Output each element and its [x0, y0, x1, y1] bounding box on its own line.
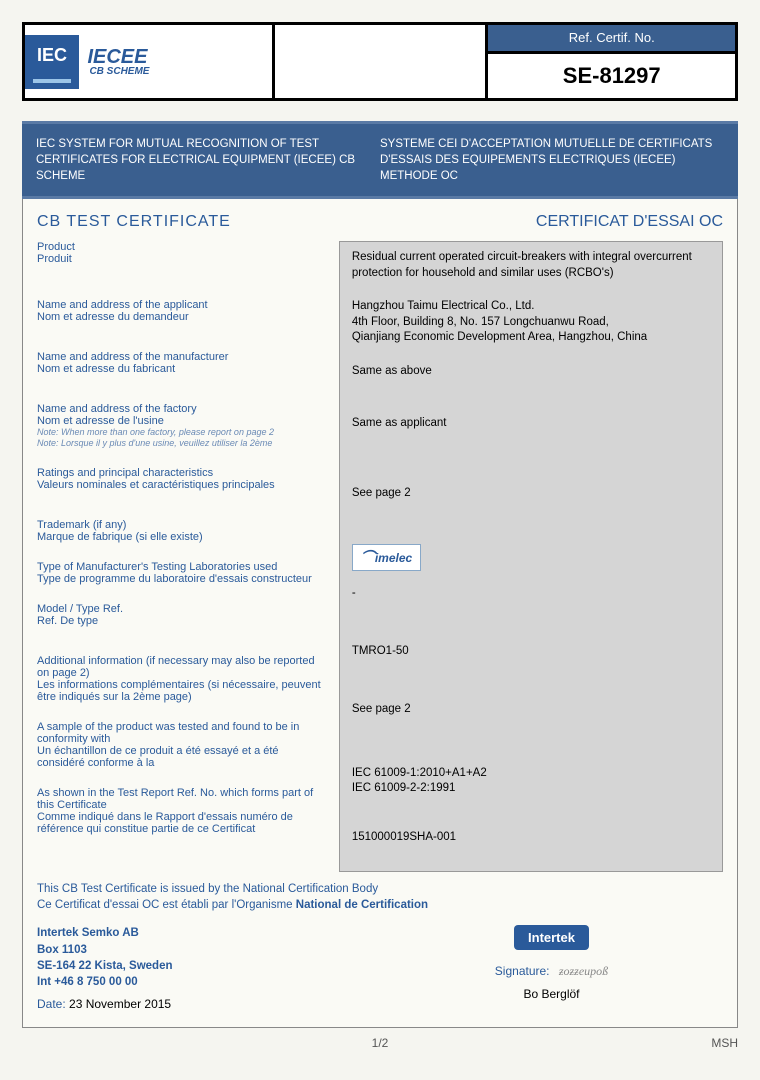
label-lab-fr: Type de programme du laboratoire d'essai…	[37, 573, 329, 585]
label-trademark: Trademark (if any) Marque de fabrique (s…	[37, 519, 329, 543]
value-trademark: ⌒imelec	[352, 544, 710, 568]
banner-right: SYSTEME CEI D'ACCEPTATION MUTUELLE DE CE…	[380, 136, 724, 184]
title-left: CB TEST CERTIFICATE	[37, 213, 380, 231]
label-product: Product Produit	[37, 241, 329, 265]
label-lab: Type of Manufacturer's Testing Laborator…	[37, 561, 329, 585]
value-report: 151000019SHA-001	[352, 830, 710, 846]
label-conformity-fr: Un échantillon de ce produit a été essay…	[37, 745, 329, 769]
footer-row: Intertek Semko AB Box 1103 SE-164 22 Kis…	[23, 917, 737, 1026]
intertek-badge: Intertek	[514, 925, 589, 950]
issued-fr-bold: National de Certification	[296, 899, 428, 911]
iecee-text: IECEE	[87, 46, 147, 68]
header-table: IEC IECEE CB SCHEME Ref. Certif. No. SE-…	[22, 22, 738, 101]
value-manufacturer: Same as above	[352, 364, 710, 398]
signature-line: Signature: ƶoƶƶeupoß	[380, 964, 723, 979]
empty-header-cell	[273, 24, 487, 100]
label-applicant-fr: Nom et adresse du demandeur	[37, 311, 329, 323]
label-model-fr: Ref. De type	[37, 615, 329, 627]
value-ratings: See page 2	[352, 486, 710, 526]
system-banner: IEC SYSTEM FOR MUTUAL RECOGNITION OF TES…	[22, 121, 738, 199]
issued-fr: Ce Certificat d'essai OC est établi par …	[37, 898, 723, 914]
main-frame: CB TEST CERTIFICATE CERTIFICAT D'ESSAI O…	[22, 199, 738, 1027]
label-conformity-en: A sample of the product was tested and f…	[37, 721, 329, 745]
timelec-logo: ⌒imelec	[352, 544, 421, 571]
iecee-sub: CB SCHEME	[89, 67, 149, 77]
iecee-logo: IECEE CB SCHEME	[87, 47, 149, 77]
title-row: CB TEST CERTIFICATE CERTIFICAT D'ESSAI O…	[23, 199, 737, 241]
label-conformity: A sample of the product was tested and f…	[37, 721, 329, 769]
label-model-en: Model / Type Ref.	[37, 603, 329, 615]
label-factory-en: Name and address of the factory	[37, 403, 329, 415]
label-trademark-en: Trademark (if any)	[37, 519, 329, 531]
conformity-line2: IEC 61009-2-2:1991	[352, 781, 710, 797]
banner-left: IEC SYSTEM FOR MUTUAL RECOGNITION OF TES…	[36, 136, 380, 184]
date-value: 23 November 2015	[69, 997, 171, 1011]
issuer-name: Intertek Semko AB	[37, 927, 139, 939]
trademark-text: imelec	[375, 551, 412, 565]
label-additional-en: Additional information (if necessary may…	[37, 655, 329, 679]
label-product-fr: Produit	[37, 253, 329, 265]
signer-name: Bo Berglöf	[380, 987, 723, 1001]
value-additional: See page 2	[352, 702, 710, 748]
ref-number: SE-81297	[487, 53, 737, 100]
label-lab-en: Type of Manufacturer's Testing Laborator…	[37, 561, 329, 573]
label-ratings-fr: Valeurs nominales et caractéristiques pr…	[37, 479, 329, 491]
issuer-box: Box 1103	[37, 944, 87, 956]
ref-label: Ref. Certif. No.	[487, 24, 737, 53]
factory-note-fr: Note: Lorsque il y plus d'une usine, veu…	[37, 438, 329, 449]
conformity-line1: IEC 61009-1:2010+A1+A2	[352, 766, 710, 782]
factory-note-en: Note: When more than one factory, please…	[37, 427, 329, 438]
issuer-phone: Int +46 8 750 00 00	[37, 976, 138, 988]
applicant-line1: Hangzhou Taimu Electrical Co., Ltd.	[352, 299, 710, 315]
label-report-en: As shown in the Test Report Ref. No. whi…	[37, 787, 329, 811]
value-model: TMRO1-50	[352, 644, 710, 684]
certificate-page: IEC IECEE CB SCHEME Ref. Certif. No. SE-…	[0, 0, 760, 1080]
issuer-block: Intertek Semko AB Box 1103 SE-164 22 Kis…	[37, 925, 380, 1012]
signature-label: Signature:	[495, 964, 550, 978]
issued-en: This CB Test Certificate is issued by th…	[37, 882, 723, 898]
label-factory-fr: Nom et adresse de l'usine	[37, 415, 329, 427]
page-number: 1/2	[372, 1036, 389, 1050]
labels-column: Product Produit Name and address of the …	[37, 241, 339, 872]
date-row: Date: 23 November 2015	[37, 996, 380, 1013]
label-model: Model / Type Ref. Ref. De type	[37, 603, 329, 627]
iec-logo: IEC	[25, 35, 79, 89]
issued-by-note: This CB Test Certificate is issued by th…	[23, 872, 737, 917]
content-grid: Product Produit Name and address of the …	[23, 241, 737, 872]
label-product-en: Product	[37, 241, 329, 253]
label-factory: Name and address of the factory Nom et a…	[37, 403, 329, 449]
label-manufacturer-fr: Nom et adresse du fabricant	[37, 363, 329, 375]
value-conformity: IEC 61009-1:2010+A1+A2 IEC 61009-2-2:199…	[352, 766, 710, 812]
signature-script: ƶoƶƶeupoß	[559, 964, 608, 978]
label-report-fr: Comme indiqué dans le Rapport d'essais n…	[37, 811, 329, 835]
signature-block: Intertek Signature: ƶoƶƶeupoß Bo Berglöf	[380, 925, 723, 1012]
logo-cell: IEC IECEE CB SCHEME	[24, 24, 274, 100]
value-applicant: Hangzhou Taimu Electrical Co., Ltd. 4th …	[352, 299, 710, 346]
label-manufacturer-en: Name and address of the manufacturer	[37, 351, 329, 363]
applicant-line3: Qianjiang Economic Development Area, Han…	[352, 330, 710, 346]
label-manufacturer: Name and address of the manufacturer Nom…	[37, 351, 329, 375]
label-ratings-en: Ratings and principal characteristics	[37, 467, 329, 479]
label-additional-fr: Les informations complémentaires (si néc…	[37, 679, 329, 703]
label-trademark-fr: Marque de fabrique (si elle existe)	[37, 531, 329, 543]
msh-code: MSH	[711, 1036, 738, 1050]
date-label: Date:	[37, 997, 66, 1011]
label-additional: Additional information (if necessary may…	[37, 655, 329, 703]
label-report: As shown in the Test Report Ref. No. whi…	[37, 787, 329, 835]
label-applicant-en: Name and address of the applicant	[37, 299, 329, 311]
title-right: CERTIFICAT D'ESSAI OC	[380, 213, 723, 231]
value-product: Residual current operated circuit-breake…	[352, 250, 710, 281]
issuer-city: SE-164 22 Kista, Sweden	[37, 960, 173, 972]
label-applicant: Name and address of the applicant Nom et…	[37, 299, 329, 323]
values-column: Residual current operated circuit-breake…	[339, 241, 723, 872]
value-factory: Same as applicant	[352, 416, 710, 468]
page-footer: 1/2 MSH	[22, 1036, 738, 1050]
label-ratings: Ratings and principal characteristics Va…	[37, 467, 329, 491]
applicant-line2: 4th Floor, Building 8, No. 157 Longchuan…	[352, 315, 710, 331]
value-lab: -	[352, 586, 710, 626]
